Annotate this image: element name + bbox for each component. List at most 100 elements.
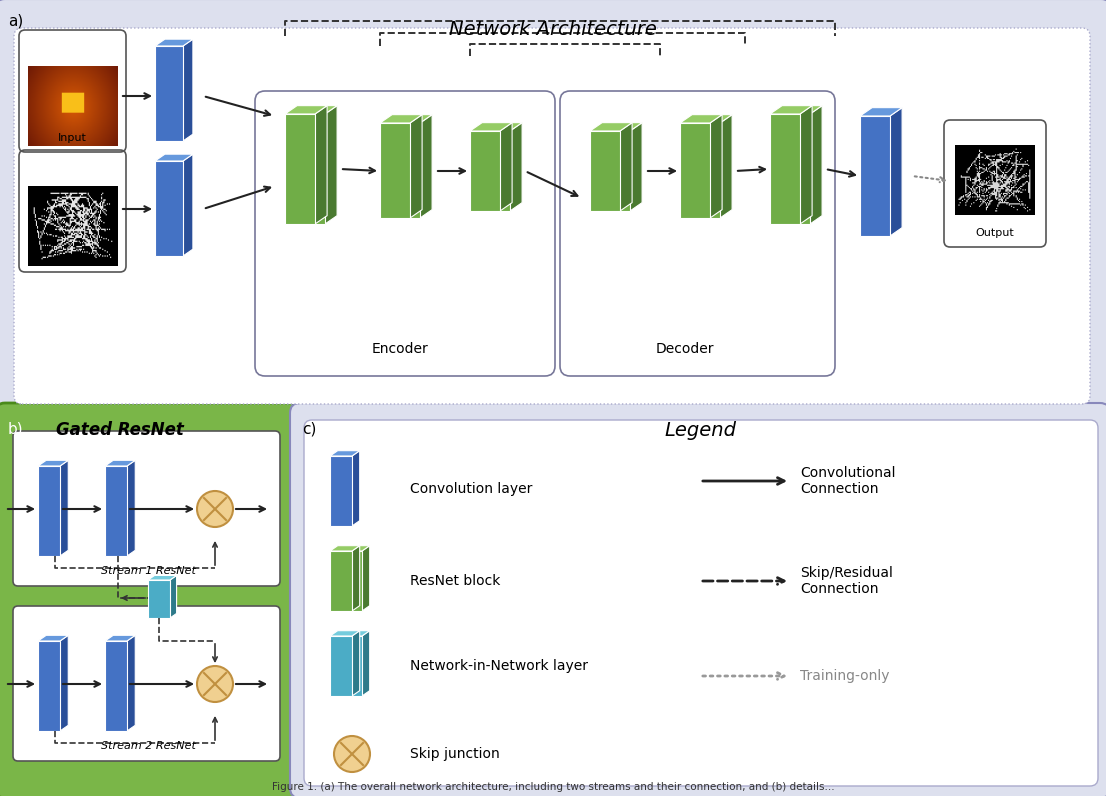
Text: Stream 1 ResNet: Stream 1 ResNet <box>101 566 196 576</box>
Polygon shape <box>295 106 337 114</box>
Polygon shape <box>182 39 192 141</box>
Polygon shape <box>105 641 127 731</box>
Polygon shape <box>589 131 620 211</box>
Text: c): c) <box>302 421 316 436</box>
Text: Legend: Legend <box>664 421 735 440</box>
FancyBboxPatch shape <box>304 420 1098 786</box>
Polygon shape <box>330 551 352 611</box>
Polygon shape <box>340 636 362 696</box>
Polygon shape <box>330 456 352 526</box>
Text: Skip/Residual
Connection: Skip/Residual Connection <box>800 566 893 596</box>
Polygon shape <box>480 123 522 131</box>
Polygon shape <box>690 115 732 123</box>
Polygon shape <box>38 635 69 641</box>
Circle shape <box>197 666 233 702</box>
Text: Output: Output <box>975 228 1014 238</box>
Polygon shape <box>127 635 135 731</box>
Polygon shape <box>890 107 902 236</box>
FancyBboxPatch shape <box>290 403 1106 796</box>
Polygon shape <box>330 451 359 456</box>
Polygon shape <box>390 115 432 123</box>
Polygon shape <box>680 115 722 123</box>
Polygon shape <box>285 114 315 224</box>
Polygon shape <box>420 115 432 218</box>
Polygon shape <box>340 546 369 551</box>
Polygon shape <box>170 576 177 618</box>
Polygon shape <box>620 123 633 211</box>
Circle shape <box>334 736 371 772</box>
Polygon shape <box>325 106 337 224</box>
Polygon shape <box>599 123 643 131</box>
Polygon shape <box>690 123 720 218</box>
Text: Label: Label <box>56 253 87 263</box>
Polygon shape <box>295 114 325 224</box>
Polygon shape <box>330 630 359 636</box>
FancyBboxPatch shape <box>13 431 280 586</box>
Polygon shape <box>148 576 177 580</box>
Text: Encoder: Encoder <box>372 342 428 356</box>
Polygon shape <box>38 641 60 731</box>
Polygon shape <box>352 451 359 526</box>
Polygon shape <box>500 123 512 211</box>
Polygon shape <box>860 116 890 236</box>
Text: Stream 2 ResNet: Stream 2 ResNet <box>101 741 196 751</box>
Polygon shape <box>352 546 359 611</box>
Text: Gated ResNet: Gated ResNet <box>56 421 184 439</box>
FancyBboxPatch shape <box>0 0 1106 414</box>
Polygon shape <box>362 546 369 611</box>
Polygon shape <box>510 123 522 211</box>
Polygon shape <box>155 154 192 161</box>
Text: Training-only: Training-only <box>800 669 889 683</box>
Text: Figure 1. (a) The overall network architecture, including two streams and their : Figure 1. (a) The overall network archit… <box>272 782 834 792</box>
Polygon shape <box>352 630 359 696</box>
Polygon shape <box>148 580 170 618</box>
Polygon shape <box>720 115 732 218</box>
Polygon shape <box>315 106 327 224</box>
Polygon shape <box>630 123 643 211</box>
Polygon shape <box>780 114 810 224</box>
Polygon shape <box>470 123 512 131</box>
Polygon shape <box>105 635 135 641</box>
Text: Network-in-Network layer: Network-in-Network layer <box>410 659 588 673</box>
FancyBboxPatch shape <box>0 403 300 796</box>
Polygon shape <box>362 630 369 696</box>
Polygon shape <box>860 107 902 116</box>
Polygon shape <box>770 106 812 114</box>
Circle shape <box>197 491 233 527</box>
FancyBboxPatch shape <box>13 606 280 761</box>
Text: Convolutional
Connection: Convolutional Connection <box>800 466 896 496</box>
Polygon shape <box>38 460 69 466</box>
Polygon shape <box>285 106 327 114</box>
Polygon shape <box>680 123 710 218</box>
Polygon shape <box>800 106 812 224</box>
Polygon shape <box>105 460 135 466</box>
Polygon shape <box>380 123 410 218</box>
Polygon shape <box>330 546 359 551</box>
Polygon shape <box>155 46 182 141</box>
Polygon shape <box>155 161 182 256</box>
Polygon shape <box>480 131 510 211</box>
Polygon shape <box>340 630 369 636</box>
Text: Skip junction: Skip junction <box>410 747 500 761</box>
Polygon shape <box>340 551 362 611</box>
Polygon shape <box>38 466 60 556</box>
Polygon shape <box>105 466 127 556</box>
Text: ResNet block: ResNet block <box>410 574 500 588</box>
Text: b): b) <box>8 421 23 436</box>
Polygon shape <box>182 154 192 256</box>
Polygon shape <box>390 123 420 218</box>
Polygon shape <box>710 115 722 218</box>
Polygon shape <box>410 115 422 218</box>
Polygon shape <box>155 39 192 46</box>
Text: Network Architecture: Network Architecture <box>449 20 657 39</box>
Text: Input: Input <box>58 133 86 143</box>
Polygon shape <box>599 131 630 211</box>
Polygon shape <box>589 123 633 131</box>
Polygon shape <box>470 131 500 211</box>
Text: Convolution layer: Convolution layer <box>410 482 532 496</box>
Text: a): a) <box>8 14 23 29</box>
Polygon shape <box>330 636 352 696</box>
Polygon shape <box>770 114 800 224</box>
Polygon shape <box>127 460 135 556</box>
Polygon shape <box>60 460 69 556</box>
